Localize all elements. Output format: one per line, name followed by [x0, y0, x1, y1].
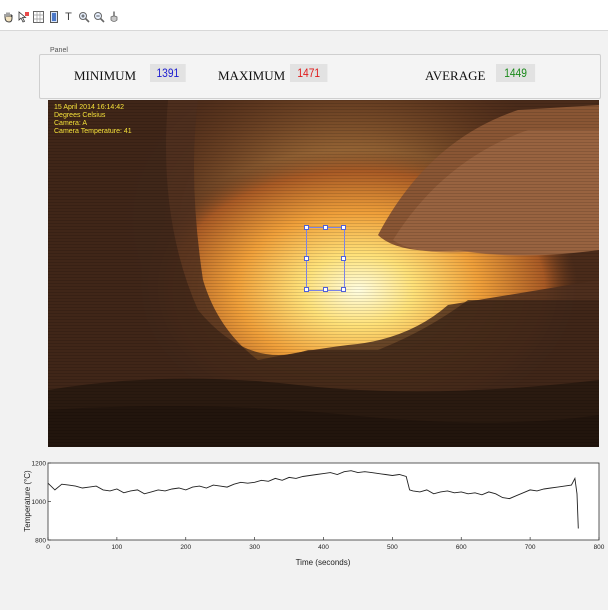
- zoom-out-icon[interactable]: [92, 9, 105, 24]
- x-tick-label: 100: [111, 544, 122, 551]
- furnace-image: [48, 100, 599, 447]
- camera-info-overlay: 15 April 2014 16:14:42 Degrees Celsius C…: [54, 104, 132, 136]
- plot-area: [47, 462, 600, 541]
- y-tick-label: 1000: [32, 499, 47, 506]
- x-tick-label: 200: [180, 544, 191, 551]
- zoom-in-icon[interactable]: [77, 9, 90, 24]
- average-value: 1449: [496, 64, 536, 82]
- roi-handle-top[interactable]: [323, 225, 328, 230]
- minimum-value: 1391: [150, 64, 186, 82]
- roi-handle-bottom-left[interactable]: [304, 287, 309, 292]
- thermal-camera-view[interactable]: 15 April 2014 16:14:42 Degrees Celsius C…: [48, 100, 599, 447]
- x-tick-label: 300: [249, 544, 260, 551]
- grid-icon[interactable]: [32, 9, 45, 24]
- roi-handle-left[interactable]: [304, 256, 309, 261]
- stats-panel: Panel MINIMUM 1391 MAXIMUM 1471 AVERAGE …: [39, 47, 601, 99]
- roi-handle-bottom-right[interactable]: [341, 287, 346, 292]
- text-icon[interactable]: T: [65, 10, 72, 23]
- y-tick-label: 800: [35, 538, 46, 545]
- colorbar-icon[interactable]: [47, 9, 60, 24]
- maximum-value: 1471: [290, 64, 328, 82]
- y-axis-ticks: 800 1000 1200: [32, 461, 51, 545]
- x-tick-label: 600: [456, 544, 467, 551]
- figure-toolbar-bar: T: [0, 0, 608, 31]
- roi-handle-top-left[interactable]: [304, 225, 309, 230]
- x-tick-label: 700: [525, 544, 536, 551]
- x-axis-ticks: 0 100 200 300 400 500 600 700 800: [46, 537, 605, 551]
- temperature-series-line: [47, 470, 579, 529]
- figure-toolbar: T: [2, 9, 120, 25]
- average-label: AVERAGE: [425, 68, 486, 83]
- camera-temperature-text: Camera Temperature: 41: [54, 128, 132, 135]
- roi-rectangle[interactable]: [304, 225, 346, 292]
- x-tick-label: 800: [594, 544, 605, 551]
- panel-title: Panel: [48, 47, 70, 54]
- x-axis-label: Time (seconds): [296, 558, 351, 567]
- hand-pan-icon[interactable]: [2, 9, 15, 24]
- roi-handle-bottom[interactable]: [323, 287, 328, 292]
- roi-handle-top-right[interactable]: [341, 225, 346, 230]
- y-axis-label: Temperature (°C): [23, 470, 32, 532]
- maximum-label: MAXIMUM: [218, 68, 286, 83]
- minimum-label: MINIMUM: [74, 68, 137, 83]
- y-tick-label: 1200: [32, 461, 47, 468]
- data-cursor-icon[interactable]: [17, 9, 30, 24]
- units-text: Degrees Celsius: [54, 112, 106, 119]
- camera-id-text: Camera: A: [54, 120, 88, 127]
- roi-handle-right[interactable]: [341, 256, 346, 261]
- timestamp-text: 15 April 2014 16:14:42: [54, 104, 125, 111]
- brush-icon[interactable]: [107, 9, 120, 24]
- x-tick-label: 400: [318, 544, 329, 551]
- temperature-chart[interactable]: 0 100 200 300 400 500 600 700 800 800 1000 1200 Ti…: [0, 455, 608, 575]
- x-tick-label: 0: [46, 544, 50, 551]
- x-tick-label: 500: [387, 544, 398, 551]
